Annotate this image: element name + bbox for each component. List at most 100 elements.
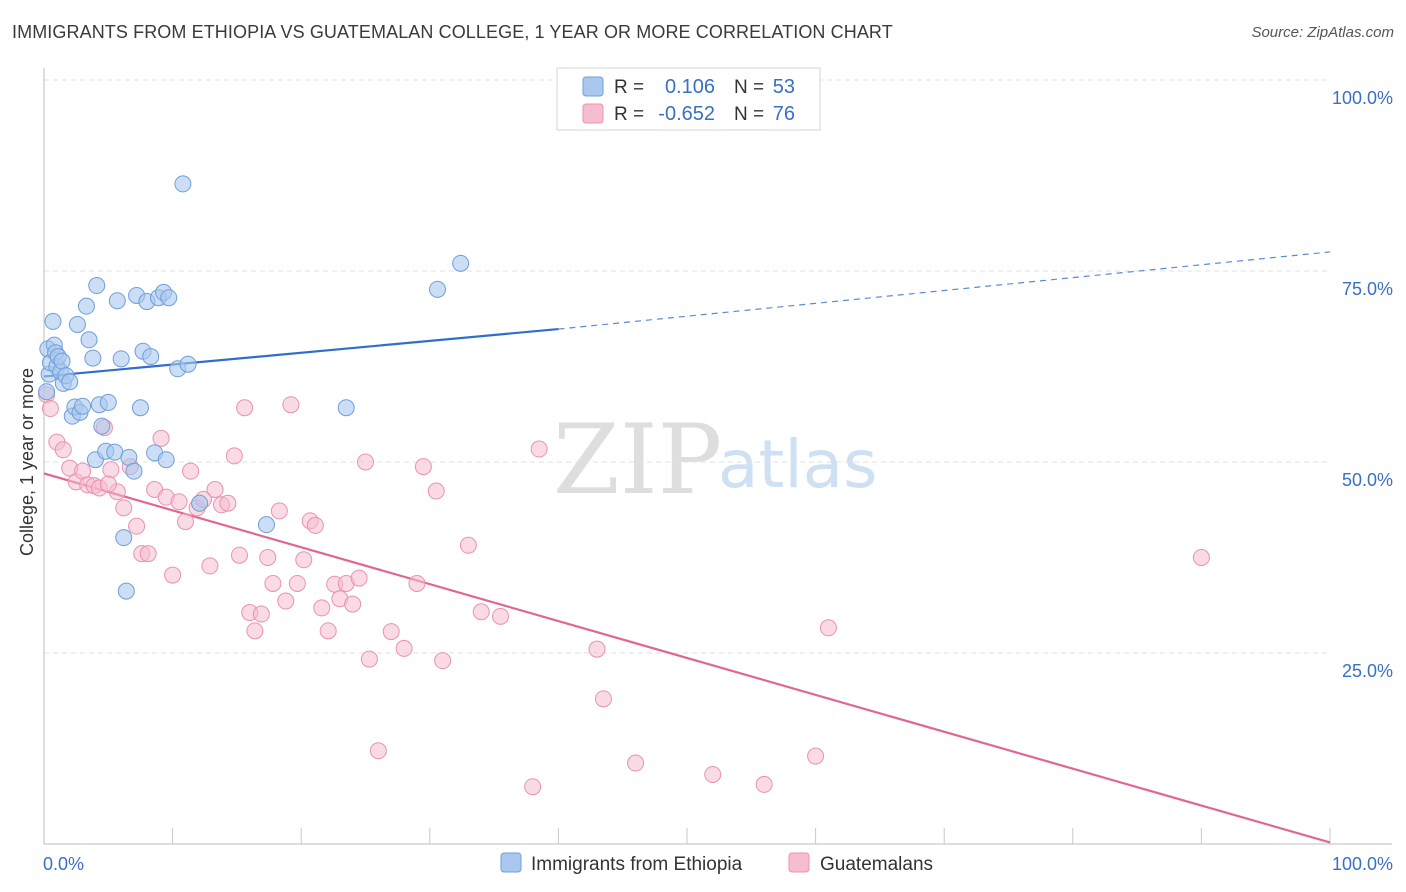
guatemalans-point	[704, 765, 722, 783]
guatemalans-point	[277, 592, 295, 610]
ethiopia-point	[257, 516, 275, 534]
correlation-legend: R = 0.106 N = 53 R = -0.652 N = 76	[556, 67, 821, 131]
guatemalans-point	[102, 461, 120, 479]
ethiopia-point	[179, 355, 197, 373]
guatemalans-point	[414, 458, 432, 476]
guatemalans-point	[264, 574, 282, 592]
ethiopia-points	[38, 175, 470, 600]
legend-r-label: R =	[614, 77, 644, 98]
guatemalans-point	[344, 595, 362, 613]
y-tick-label: 25.0%	[1342, 661, 1393, 681]
guatemalans-point	[288, 574, 306, 592]
guatemalans-point	[206, 481, 224, 499]
legend-n-label: N =	[734, 77, 764, 98]
ethiopia-point	[142, 348, 160, 366]
ethiopia-point	[160, 289, 178, 307]
ethiopia-point	[452, 254, 470, 272]
ethiopia-point	[93, 417, 111, 435]
guatemalans-point	[225, 447, 243, 465]
guatemalans-point	[427, 482, 445, 500]
ethiopia-point	[61, 373, 79, 391]
ethiopia-point	[108, 292, 126, 310]
watermark-atlas: atlas	[718, 426, 878, 503]
ethiopia-point	[80, 331, 98, 349]
guatemalans-point	[434, 652, 452, 670]
bottom-legend-swatch-guatemalans	[788, 852, 810, 873]
guatemalans-point	[819, 619, 837, 637]
x-tick-label: 0.0%	[43, 854, 84, 874]
legend-n-value: 76	[773, 103, 795, 125]
legend-n-label: N =	[734, 104, 764, 125]
guatemalans-point	[360, 650, 378, 668]
guatemalans-point	[319, 622, 337, 640]
guatemalans-point	[530, 440, 548, 458]
guatemalans-point	[594, 690, 612, 708]
ethiopia-point	[337, 399, 355, 417]
guatemalans-point	[164, 566, 182, 584]
x-tick-label: 100.0%	[1332, 854, 1393, 874]
ethiopia-point	[429, 280, 447, 298]
ethiopia-point	[84, 349, 102, 367]
ethiopia-point	[117, 582, 135, 600]
guatemalans-point	[459, 536, 477, 554]
guatemalans-point	[259, 549, 277, 566]
ethiopia-point	[106, 443, 124, 461]
series-legend: Immigrants from Ethiopia Guatemalans	[500, 852, 933, 875]
guatemalans-point	[369, 742, 387, 760]
ethiopia-point	[77, 297, 95, 315]
guatemalans-point	[755, 775, 773, 793]
guatemalans-point	[282, 396, 300, 414]
legend-swatch-ethiopia	[582, 76, 604, 97]
ethiopia-point	[44, 312, 62, 330]
guatemalans-point	[1192, 549, 1210, 566]
guatemalans-point	[115, 499, 133, 517]
legend-swatch-guatemalans	[582, 103, 604, 124]
axes	[43, 68, 1392, 845]
guatemalans-point	[41, 400, 59, 418]
guatemalans-point	[357, 453, 374, 471]
guatemalans-point	[54, 441, 72, 459]
ethiopia-point	[99, 393, 117, 411]
guatemalans-point	[627, 754, 645, 772]
guatemalans-point	[139, 545, 157, 563]
guatemalans-point	[524, 778, 542, 796]
legend-r-value: -0.652	[658, 103, 715, 125]
ethiopia-point	[115, 529, 133, 547]
x-tick-labels: 0.0% 100.0%	[43, 854, 1393, 874]
ethiopia-point	[53, 352, 71, 370]
ethiopia-trend-extension	[558, 251, 1331, 330]
ethiopia-point	[131, 399, 149, 417]
guatemalans-point	[219, 494, 237, 512]
ethiopia-point	[88, 277, 106, 295]
guatemalans-point	[295, 551, 313, 569]
guatemalans-point	[807, 747, 825, 765]
bottom-legend-label-ethiopia: Immigrants from Ethiopia	[531, 854, 743, 875]
y-tick-labels: 25.0% 50.0% 75.0% 100.0%	[1332, 88, 1393, 681]
guatemalans-point	[170, 493, 188, 511]
legend-r-value: 0.106	[665, 76, 715, 98]
guatemalans-point	[270, 502, 288, 520]
watermark-zip: ZIP	[553, 404, 722, 516]
guatemalans-point	[230, 546, 248, 564]
guatemalans-trend-line	[43, 472, 1331, 844]
guatemalans-point	[492, 607, 510, 625]
guatemalans-point	[252, 605, 270, 623]
ethiopia-point	[68, 315, 86, 333]
guatemalans-point	[588, 640, 606, 658]
ethiopia-point	[191, 494, 209, 512]
ethiopia-point	[125, 462, 143, 480]
y-tick-label: 50.0%	[1342, 470, 1393, 490]
chart-title: IMMIGRANTS FROM ETHIOPIA VS GUATEMALAN C…	[12, 22, 893, 42]
trend-lines	[43, 251, 1331, 844]
ethiopia-point	[157, 451, 175, 469]
bottom-legend-swatch-ethiopia	[500, 852, 522, 873]
guatemalans-point	[408, 574, 426, 592]
ethiopia-trend-line	[43, 327, 559, 378]
legend-n-value: 53	[773, 76, 795, 98]
guatemalans-point	[152, 429, 170, 447]
guatemalans-point	[176, 513, 194, 531]
y-tick-label: 75.0%	[1342, 279, 1393, 299]
y-axis-title: College, 1 year or more	[17, 368, 37, 556]
ethiopia-point	[74, 397, 92, 415]
